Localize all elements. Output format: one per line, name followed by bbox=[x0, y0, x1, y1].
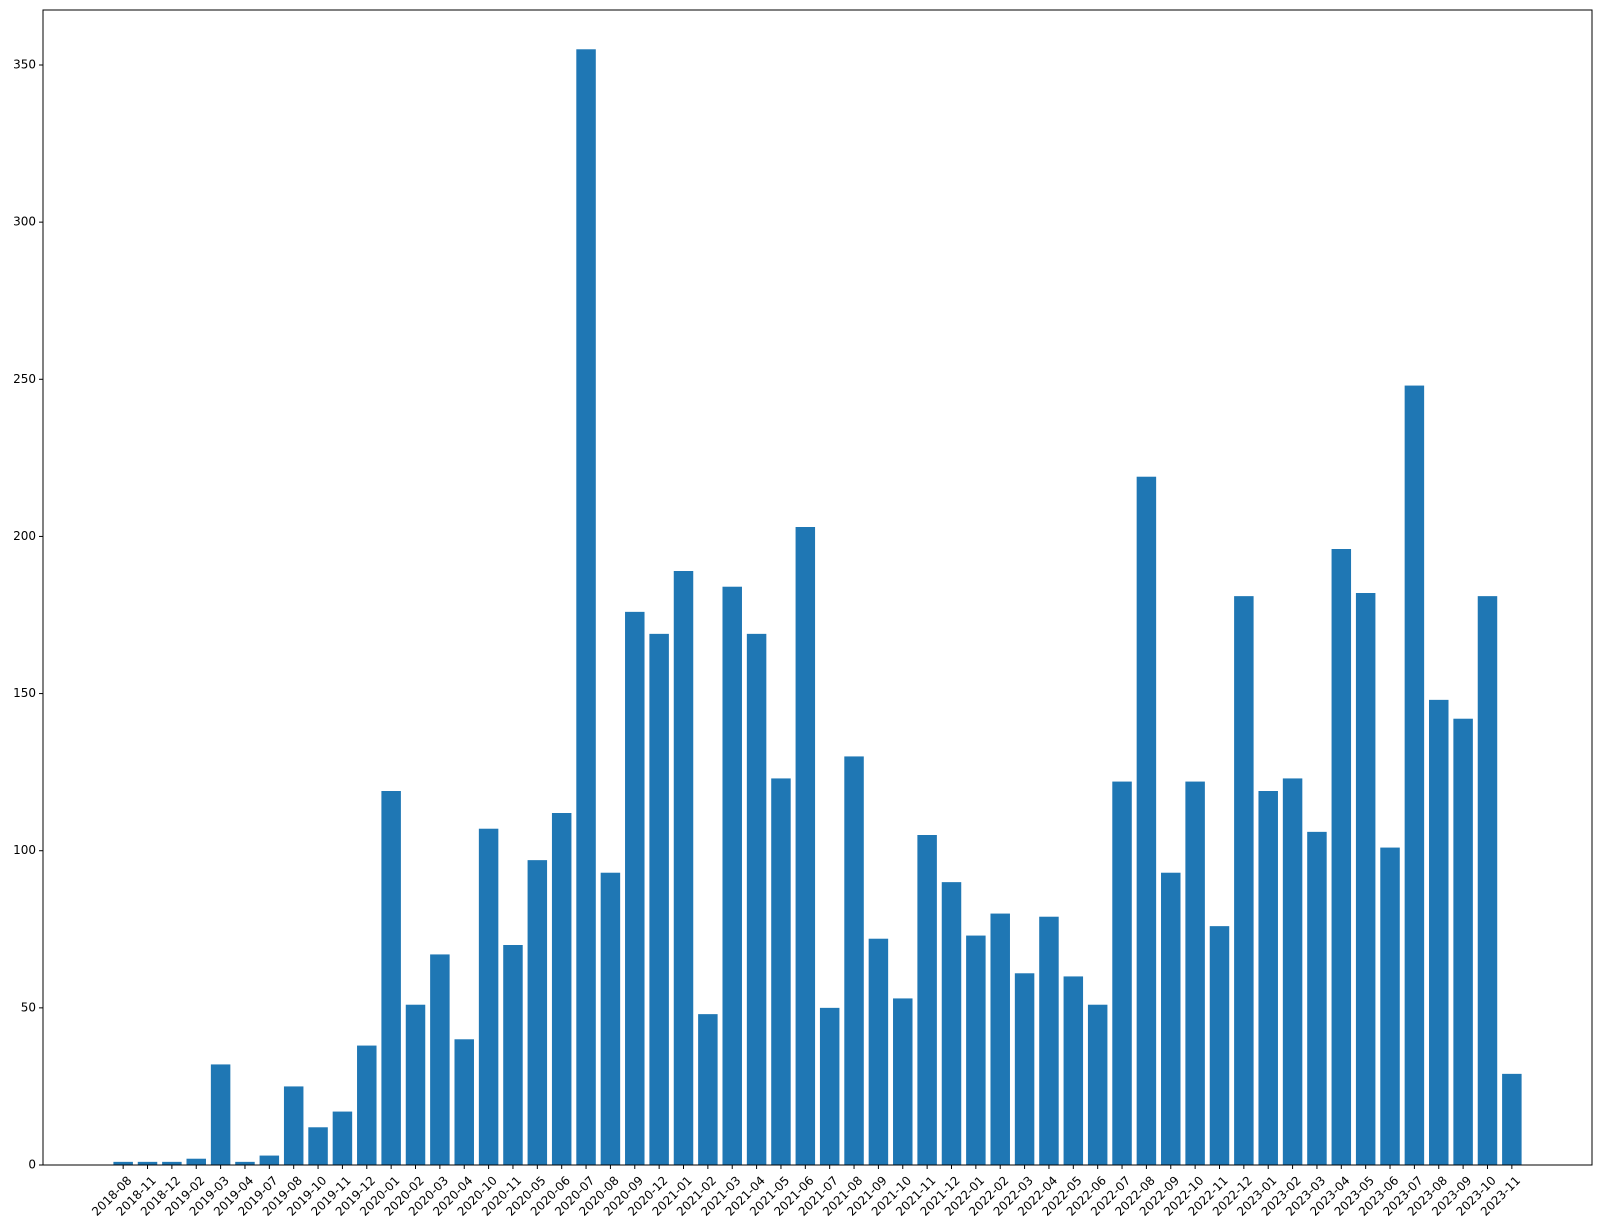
y-tick-label: 100 bbox=[13, 843, 36, 857]
y-tick-label: 350 bbox=[13, 58, 36, 72]
bar bbox=[917, 835, 937, 1165]
bar bbox=[430, 954, 450, 1165]
bar bbox=[1429, 699, 1449, 1165]
y-tick-label: 250 bbox=[13, 372, 36, 386]
bar bbox=[551, 813, 572, 1165]
bar bbox=[332, 1111, 353, 1165]
bar bbox=[1258, 791, 1278, 1165]
bar bbox=[673, 571, 694, 1165]
bar bbox=[795, 527, 816, 1165]
bar bbox=[990, 913, 1010, 1165]
bar bbox=[1355, 593, 1376, 1165]
bar bbox=[1380, 847, 1400, 1165]
bar bbox=[137, 1161, 158, 1165]
bar bbox=[113, 1161, 133, 1165]
y-tick-label: 0 bbox=[28, 1158, 36, 1172]
bar bbox=[1477, 596, 1498, 1165]
bar bbox=[966, 935, 986, 1165]
bar bbox=[1161, 872, 1181, 1165]
bar bbox=[162, 1161, 182, 1165]
bar bbox=[722, 586, 742, 1165]
bar bbox=[746, 633, 767, 1165]
bar bbox=[1453, 718, 1473, 1165]
bar bbox=[478, 828, 499, 1165]
bar bbox=[235, 1161, 255, 1165]
bar bbox=[283, 1086, 304, 1165]
bar bbox=[210, 1064, 231, 1165]
bar bbox=[893, 998, 913, 1165]
bar bbox=[771, 778, 791, 1165]
bar bbox=[1307, 831, 1327, 1165]
bar bbox=[259, 1155, 280, 1165]
bar bbox=[576, 49, 596, 1165]
bar bbox=[1014, 973, 1035, 1165]
bar bbox=[1209, 926, 1230, 1165]
y-tick-label: 300 bbox=[13, 215, 36, 229]
y-tick-label: 50 bbox=[21, 1000, 36, 1014]
bar bbox=[1234, 596, 1254, 1165]
y-tick-label: 150 bbox=[13, 686, 36, 700]
bar bbox=[868, 938, 889, 1165]
bar bbox=[503, 945, 523, 1165]
bar bbox=[1112, 781, 1132, 1165]
bar bbox=[941, 882, 962, 1165]
bar bbox=[1136, 476, 1157, 1165]
bar bbox=[1087, 1004, 1108, 1165]
bar bbox=[381, 791, 401, 1165]
bar bbox=[698, 1014, 718, 1165]
bar bbox=[844, 756, 864, 1165]
plot-frame bbox=[42, 9, 1593, 1166]
bar bbox=[454, 1039, 474, 1165]
bar bbox=[405, 1004, 426, 1165]
bar bbox=[308, 1127, 328, 1165]
bar bbox=[1282, 778, 1303, 1165]
bar bbox=[625, 611, 645, 1165]
bar bbox=[357, 1045, 377, 1165]
bar bbox=[1404, 385, 1425, 1166]
bar bbox=[1063, 976, 1084, 1165]
bar bbox=[819, 1007, 840, 1165]
bar bbox=[527, 860, 548, 1165]
bar bbox=[186, 1158, 206, 1165]
bar bbox=[1502, 1073, 1522, 1165]
bar bbox=[600, 872, 621, 1165]
bar bbox=[1331, 549, 1352, 1165]
bar bbox=[649, 633, 669, 1165]
bar bbox=[1185, 781, 1205, 1165]
bar bbox=[1039, 916, 1059, 1165]
y-tick-label: 200 bbox=[13, 529, 36, 543]
